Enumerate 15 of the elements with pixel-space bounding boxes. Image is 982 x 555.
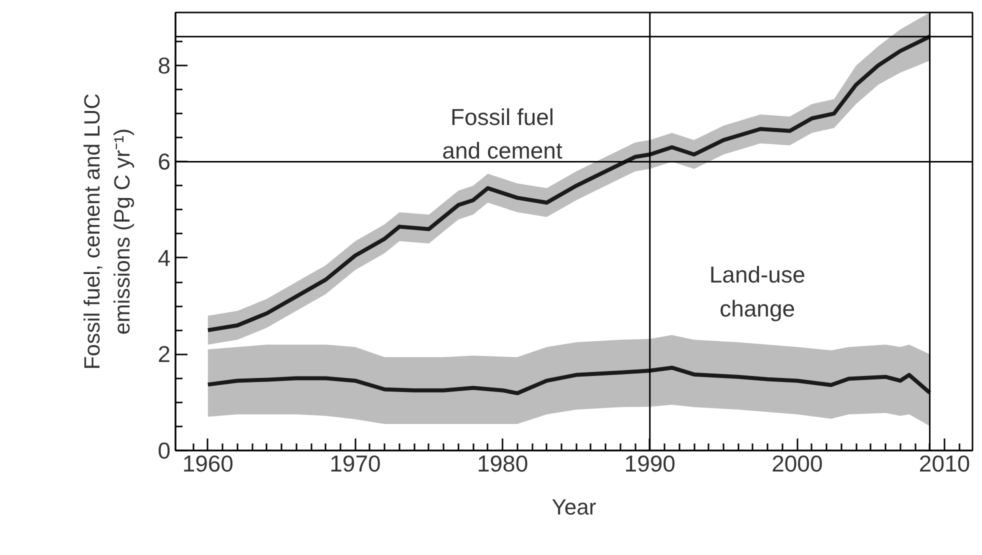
series-label: Fossil fuel and cement [442, 104, 563, 164]
y-tick-label: 8 [158, 52, 171, 78]
y-tick-label: 6 [158, 148, 171, 175]
y-axis-title: Fossil fuel, cement and LUC emissions (Pg C yr⁻¹) [80, 93, 135, 370]
x-tick-label: 2010 [918, 450, 970, 476]
x-axis-title: Year [552, 494, 596, 520]
x-tick-label: 1960 [182, 450, 234, 476]
x-tick-label: 2000 [772, 450, 823, 476]
y-tick-label: 0 [158, 438, 171, 464]
y-tick-label: 4 [158, 244, 171, 271]
x-tick-label: 1990 [624, 450, 676, 476]
y-tick-label: 2 [158, 341, 171, 368]
x-tick-label: 1980 [476, 450, 528, 476]
text: Land-use change [709, 261, 806, 322]
x-tick-label: 1970 [330, 450, 381, 476]
